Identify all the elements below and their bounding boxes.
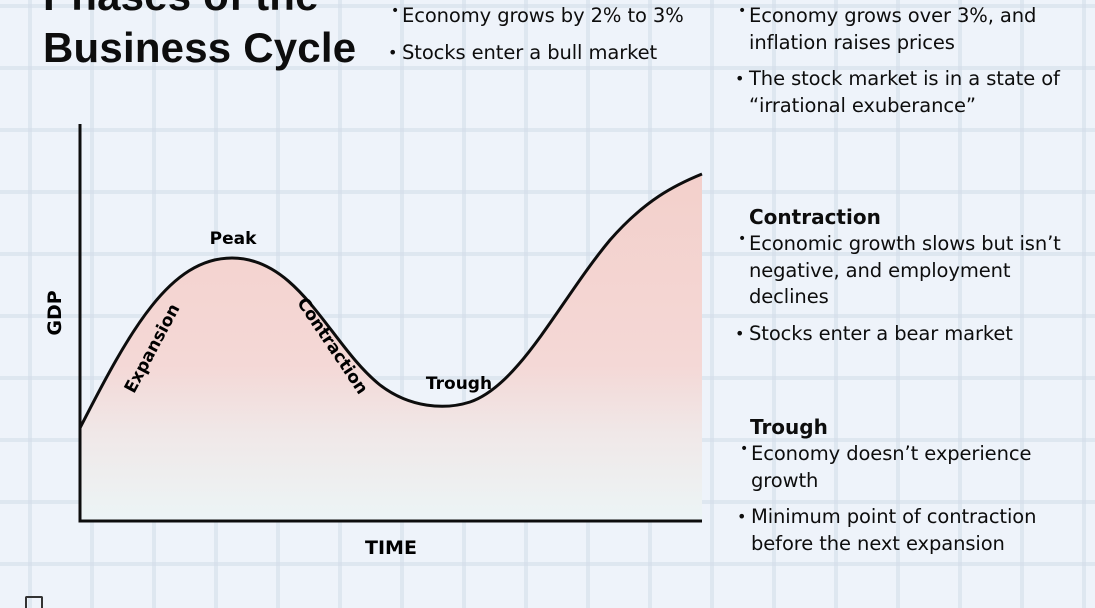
list-item: • Economy grows over 3%, and inflation ra…	[735, 3, 1065, 56]
title-line-1: Phases of the	[43, 0, 319, 19]
bullet-icon: •	[735, 323, 745, 343]
list-item: • Stocks enter a bull market	[388, 40, 718, 67]
contraction-heading: Contraction	[749, 205, 881, 229]
bullet-icon: •	[391, 3, 400, 19]
list-item: • Economy doesn’t experience growth	[737, 441, 1077, 494]
list-item: • Stocks enter a bear market	[735, 321, 1075, 348]
bullet-icon: •	[740, 441, 749, 457]
gdp-area-fill	[80, 174, 702, 521]
page-title: Phases of the Business Cycle	[43, 0, 356, 74]
x-axis-label: TIME	[365, 537, 417, 559]
list-item: • Economic growth slows but isn’t negativ…	[735, 231, 1075, 311]
title-line-2: Business Cycle	[43, 24, 357, 71]
trough-label: Trough	[426, 374, 492, 394]
expansion-description: • Economy grows by 2% to 3% • Stocks enter…	[388, 3, 718, 76]
list-item: • Minimum point of contraction before the…	[737, 505, 1037, 555]
bullet-icon: •	[738, 231, 747, 247]
peak-description: • Economy grows over 3%, and inflation ra…	[735, 3, 1065, 129]
trough-description: Trough • Economy doesn’t experience growt…	[737, 414, 1077, 567]
list-item: • Economy grows by 2% to 3%	[388, 3, 718, 30]
peak-label: Peak	[210, 229, 257, 249]
bullet-icon: •	[737, 507, 747, 526]
bullet-icon: •	[738, 3, 747, 19]
list-item: • The stock market is in a state of “irra…	[735, 67, 1060, 117]
square-icon	[25, 596, 43, 608]
bullet-icon: •	[388, 42, 398, 62]
contraction-description: Contraction • Economic growth slows but i…	[735, 204, 1075, 357]
trough-heading: Trough	[750, 415, 828, 439]
y-axis-label: GDP	[44, 290, 66, 335]
bullet-icon: •	[735, 69, 745, 88]
gdp-curve	[78, 172, 703, 429]
